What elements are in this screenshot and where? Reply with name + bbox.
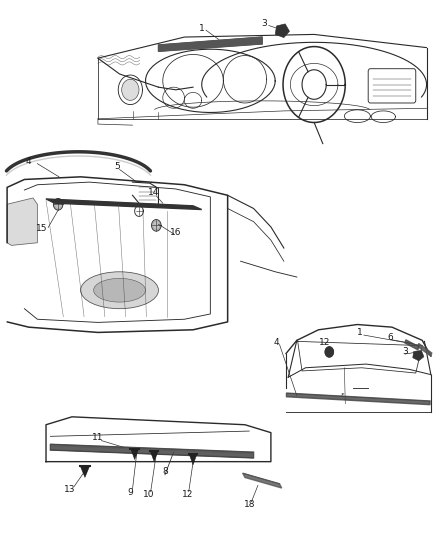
Ellipse shape — [81, 272, 159, 309]
Polygon shape — [50, 444, 254, 458]
Polygon shape — [152, 221, 160, 230]
Polygon shape — [413, 350, 424, 361]
Polygon shape — [7, 198, 37, 245]
Text: 4: 4 — [26, 157, 32, 166]
Text: 10: 10 — [143, 490, 155, 499]
Text: 9: 9 — [127, 488, 133, 497]
Text: 8: 8 — [162, 467, 168, 475]
Ellipse shape — [122, 79, 139, 100]
Text: 13: 13 — [64, 484, 76, 494]
Polygon shape — [275, 24, 290, 38]
Polygon shape — [325, 347, 333, 357]
Polygon shape — [405, 340, 419, 350]
Polygon shape — [131, 450, 138, 459]
Text: 4: 4 — [273, 338, 279, 347]
Polygon shape — [54, 199, 62, 209]
Text: ε: ε — [340, 392, 344, 398]
Text: 3: 3 — [261, 19, 267, 28]
Polygon shape — [286, 393, 430, 405]
Text: 5: 5 — [114, 162, 120, 171]
Ellipse shape — [94, 278, 145, 302]
Text: 1: 1 — [199, 23, 205, 33]
Polygon shape — [151, 452, 158, 462]
Polygon shape — [418, 343, 432, 356]
Text: 6: 6 — [387, 333, 393, 342]
Polygon shape — [159, 37, 262, 51]
Text: 3: 3 — [402, 348, 408, 357]
Text: 1: 1 — [357, 328, 362, 337]
Text: 12: 12 — [182, 490, 193, 499]
Text: 15: 15 — [36, 224, 47, 233]
Text: 11: 11 — [92, 433, 104, 442]
Text: 12: 12 — [319, 338, 331, 347]
FancyBboxPatch shape — [368, 69, 416, 103]
Polygon shape — [243, 473, 282, 488]
Text: 16: 16 — [170, 228, 181, 237]
Text: 14: 14 — [148, 188, 160, 197]
Polygon shape — [81, 467, 89, 478]
Polygon shape — [190, 455, 197, 465]
Text: 18: 18 — [244, 500, 256, 510]
Polygon shape — [46, 199, 202, 209]
